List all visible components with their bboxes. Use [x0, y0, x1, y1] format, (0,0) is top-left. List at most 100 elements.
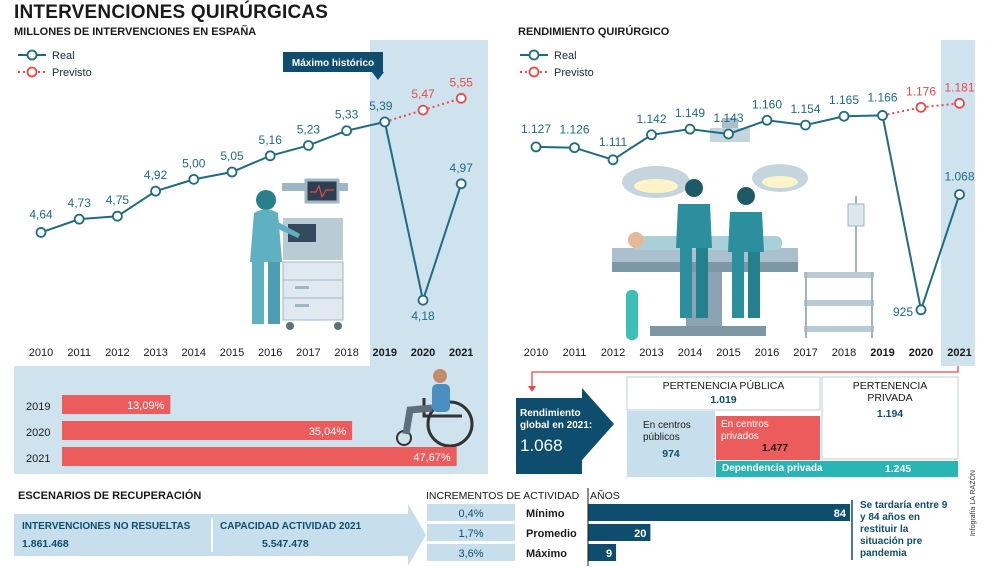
rendimiento-global-label: Rendimiento global en 2021:	[520, 408, 593, 431]
real-label-1-2021: 4,97	[450, 161, 474, 175]
xtick-2-2010: 2010	[524, 347, 548, 359]
xtick-2-2012: 2012	[601, 347, 625, 359]
scenario-label-2: Máximo	[526, 548, 567, 560]
legend-chart2: Real Previsto	[520, 49, 594, 79]
demand-year-2021: 2021	[26, 453, 50, 465]
connector-arrowhead	[528, 386, 536, 392]
pertenencia-publica-label: PERTENENCIA PÚBLICA	[662, 380, 785, 392]
real-label-1-2013: 4,92	[144, 168, 168, 182]
centros-publicos-value: 974	[662, 448, 680, 460]
max-historico-label: Máximo histórico	[292, 58, 374, 69]
max-historico-pointer	[372, 72, 384, 80]
scenario-label-0: Mínimo	[526, 508, 565, 520]
real-point-1-2020	[417, 294, 429, 306]
demand-bar-2019	[62, 395, 171, 414]
real-label-1-2019: 5,39	[369, 99, 393, 113]
real-label-1-2017: 5,23	[297, 122, 321, 136]
demand-bar-label-2020: 35,04%	[309, 426, 347, 438]
real-label-2-2016: 1.160	[752, 97, 782, 111]
xtick-1-2011: 2011	[67, 347, 91, 359]
dependencia-privada-label: Dependencia privada	[722, 463, 823, 474]
real-point-2-2018	[838, 110, 850, 122]
rendimiento-global-value: 1.068	[520, 436, 563, 455]
years-bar-label-1: 20	[634, 528, 646, 540]
real-point-2-2016	[761, 114, 773, 126]
xtick-2-2021: 2021	[947, 347, 971, 359]
real-point-1-2019	[379, 116, 391, 128]
legend-real-2: Real	[554, 50, 577, 62]
real-label-1-2011: 4,73	[68, 196, 92, 210]
xtick-2-2011: 2011	[563, 347, 587, 359]
real-point-2-2021	[954, 189, 965, 200]
real-label-2-2011: 1.126	[559, 123, 589, 137]
years-bar-0	[588, 504, 850, 521]
xtick-2-2019: 2019	[870, 347, 894, 359]
xtick-2-2018: 2018	[832, 347, 856, 359]
centros-publicos-box	[627, 411, 715, 477]
forecast-line-2	[882, 102, 960, 117]
xtick-2-2020: 2020	[909, 347, 933, 359]
dependencia-privada-value: 1.245	[884, 463, 912, 475]
no-resueltas-value: 1.861.468	[22, 538, 69, 550]
real-label-1-2010: 4,64	[29, 207, 53, 221]
legend-forecast-2: Previsto	[554, 67, 594, 79]
real-label-1-2014: 5,00	[182, 156, 206, 170]
capacidad-value: 5.547.478	[262, 538, 309, 550]
real-label-1-2020: 4,18	[411, 309, 435, 323]
escenarios-arrow	[14, 504, 426, 566]
real-point-2-2015	[723, 128, 734, 140]
real-point-1-2012	[112, 210, 123, 222]
xtick-1-2018: 2018	[334, 347, 358, 359]
chart1-title: MILLONES DE INTERVENCIONES EN ESPAÑA	[14, 26, 257, 38]
years-bar-1	[588, 524, 651, 541]
increments-header: INCREMENTOS DE ACTIVIDAD	[426, 490, 580, 502]
real-label-2-2018: 1.165	[829, 93, 859, 107]
demand-bar-label-2019: 13,09%	[127, 400, 165, 412]
no-resueltas-label: INTERVENCIONES NO RESUELTAS	[22, 521, 191, 532]
nurse-monitor-illustration	[250, 178, 348, 330]
legend-chart1: Real Previsto	[18, 49, 92, 79]
real-point-2-2020	[915, 304, 927, 316]
line-chart-1: 4,64 4,73 4,75 4,92 5,00 5,05 5,16 5,23 5,33 5,39…	[29, 75, 474, 359]
increment-box-1	[427, 524, 515, 541]
real-label-2-2020: 925	[893, 305, 913, 319]
real-point-2-2011	[569, 142, 580, 154]
forecast-label-2-2021: 1.181	[944, 80, 974, 94]
legend-forecast-1: Previsto	[52, 67, 92, 79]
max-historico-badge	[283, 52, 383, 72]
legend-real-1: Real	[52, 50, 75, 62]
chart2-title: RENDIMIENTO QUIRÚRGICO	[518, 26, 670, 38]
centros-privados-box	[716, 416, 820, 460]
real-point-2-2010	[530, 141, 542, 153]
centros-publicos-label: En centros públicos	[643, 420, 691, 443]
xtick-1-2021: 2021	[449, 347, 473, 359]
increment-box-0	[427, 504, 515, 521]
escenarios-note: Se tardaría entre 9 y 84 años en restitu…	[860, 500, 948, 559]
real-label-1-2018: 5,33	[335, 108, 359, 122]
operating-room-illustration	[612, 118, 874, 340]
real-label-2-2013: 1.142	[636, 112, 666, 126]
xtick-1-2017: 2017	[296, 347, 320, 359]
real-label-1-2015: 5,05	[220, 149, 244, 163]
xtick-2-2017: 2017	[793, 347, 817, 359]
real-label-2-2014: 1.149	[675, 106, 705, 120]
centros-privados-label: En centros privados	[721, 419, 769, 442]
line-chart-2: 1.127 1.126 1.111 1.142 1.149 1.143 1.160 1.154…	[521, 80, 975, 359]
real-point-1-2013	[150, 185, 162, 197]
real-point-2-2012	[607, 154, 619, 166]
years-bar-label-0: 84	[834, 508, 847, 520]
real-label-2-2015: 1.143	[713, 111, 743, 125]
real-label-2-2019: 1.166	[867, 90, 897, 104]
real-point-2-2014	[684, 123, 696, 135]
dependencia-privada-bar	[716, 461, 958, 477]
real-point-2-2019	[877, 110, 888, 121]
real-point-1-2015	[226, 166, 238, 178]
real-label-1-2016: 5,16	[259, 133, 283, 147]
increment-box-2	[427, 544, 515, 561]
real-point-2-2017	[800, 119, 811, 131]
real-point-2-2013	[646, 129, 657, 141]
years-bars: 84 20 9	[588, 504, 850, 561]
xtick-2-2016: 2016	[755, 347, 779, 359]
highlight-band-left	[370, 40, 488, 366]
